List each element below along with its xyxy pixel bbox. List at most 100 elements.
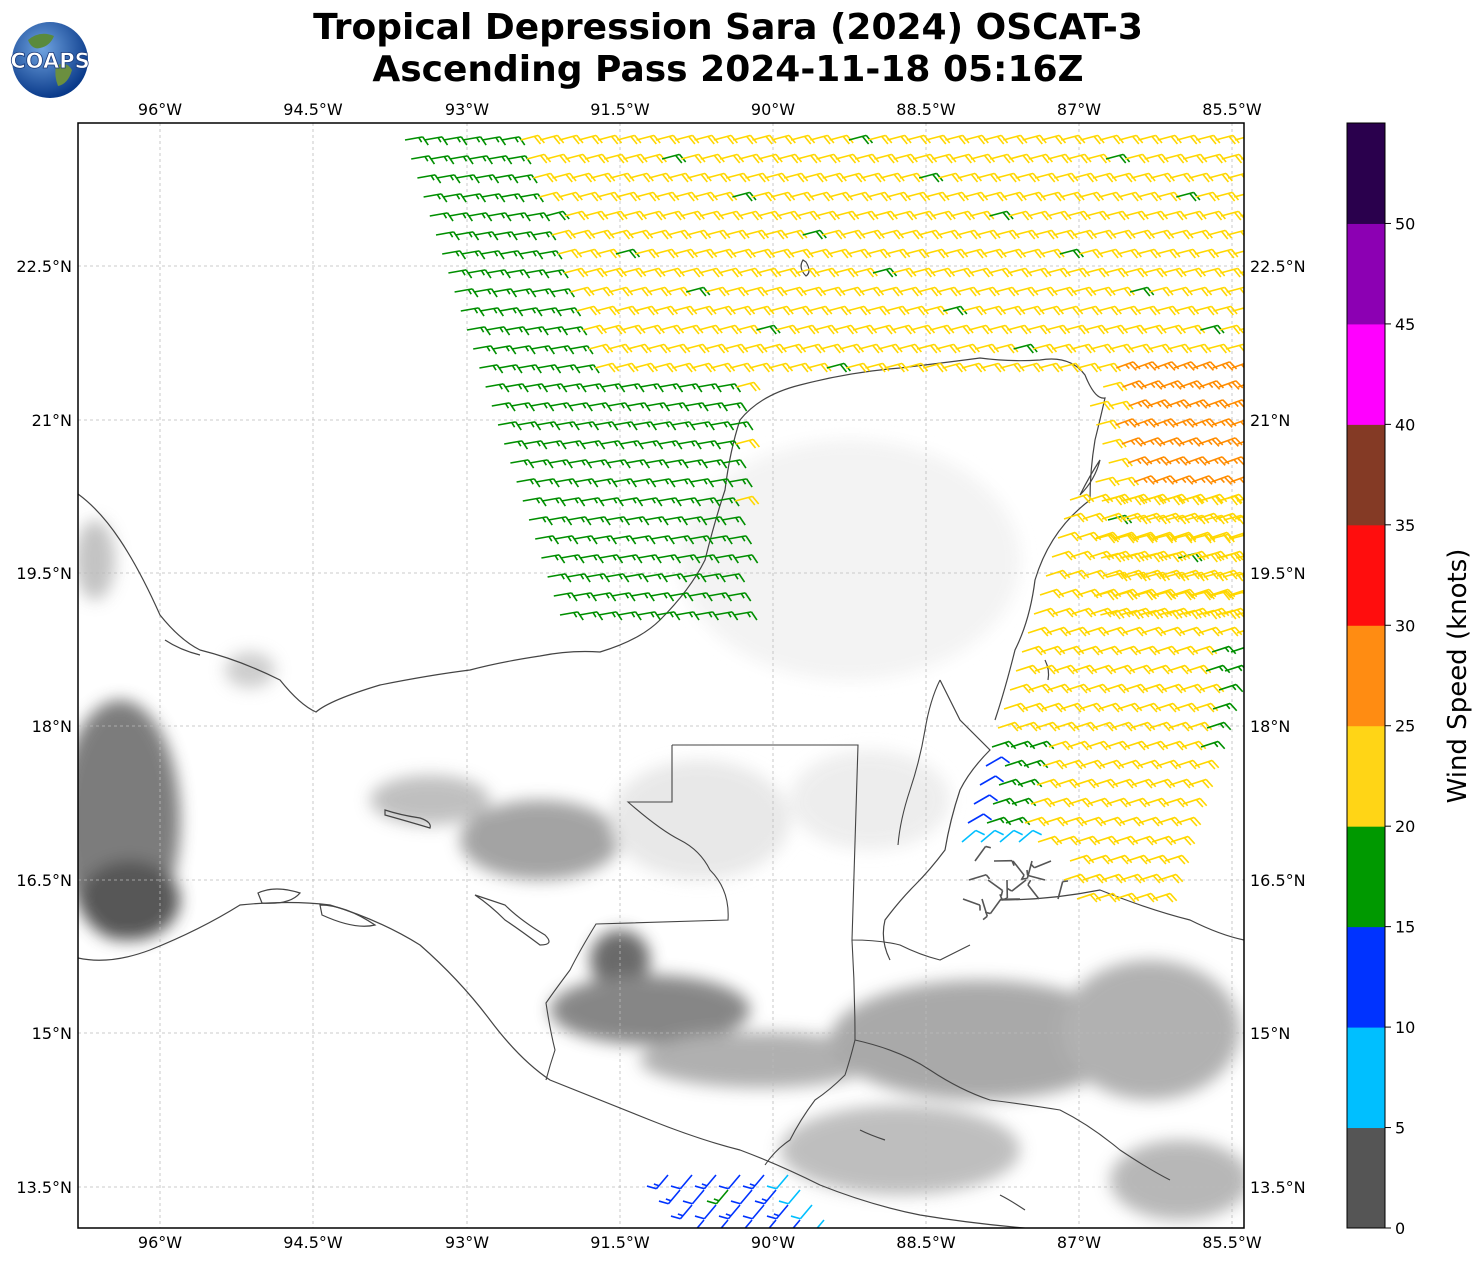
wind-barb	[1225, 343, 1244, 354]
wind-barb	[1155, 702, 1181, 713]
wind-barb	[1176, 816, 1202, 827]
wind-barb	[1232, 305, 1244, 312]
lon-label-top: 87°W	[1057, 100, 1101, 119]
wind-barb	[479, 364, 504, 374]
wind-barb	[530, 402, 555, 412]
wind-barb	[1113, 835, 1139, 846]
wind-barb	[1139, 873, 1165, 884]
wind-barb	[723, 402, 748, 412]
wind-barb	[1193, 361, 1218, 371]
wind-barb	[1158, 512, 1184, 523]
wind-barb	[448, 212, 473, 222]
wind-barb	[694, 611, 719, 621]
wind-barb	[497, 421, 522, 431]
wind-barb	[507, 155, 532, 165]
colorbar-tick-label: 0	[1395, 1219, 1405, 1238]
wind-barb	[714, 554, 739, 564]
wind-barb	[670, 1174, 693, 1190]
wind-barb	[1136, 702, 1162, 713]
wind-barb	[739, 1219, 753, 1228]
wind-barb	[677, 497, 702, 507]
wind-barb	[528, 516, 553, 526]
wind-barb	[1205, 664, 1231, 674]
wind-barb	[997, 721, 1023, 732]
wind-barb	[454, 288, 479, 298]
wind-barb	[1010, 740, 1036, 750]
wind-barb	[567, 516, 592, 526]
wind-barb	[1242, 607, 1244, 615]
wind-barb	[611, 592, 636, 602]
wind-barb	[1034, 664, 1060, 675]
wind-barb	[1030, 797, 1056, 808]
wind-barb	[1120, 873, 1146, 884]
wind-barb	[1170, 835, 1196, 846]
wind-barb	[504, 383, 529, 393]
wind-barb	[550, 345, 575, 355]
wind-barb	[1180, 683, 1206, 694]
wind-barb	[1166, 607, 1192, 618]
wind-barb	[1109, 607, 1135, 618]
wind-barb	[443, 136, 468, 146]
wind-barb	[754, 1189, 777, 1205]
wind-barb	[717, 383, 742, 393]
colorbar-segment	[1347, 725, 1385, 827]
wind-barb	[763, 1219, 777, 1228]
wind-barb	[766, 1174, 789, 1190]
wind-barb	[548, 516, 573, 526]
wind-barb	[506, 212, 531, 222]
wind-barb	[474, 231, 499, 241]
country-borders	[545, 679, 1171, 1181]
wind-barb	[1211, 645, 1237, 655]
wind-barb	[587, 459, 612, 469]
latitude-labels-right: 22.5°N 21°N 19.5°N 18°N 16.5°N 15°N 13.5°N	[1250, 257, 1306, 1197]
wind-barb	[1160, 437, 1185, 447]
colorbar-tick-label: 45	[1395, 315, 1415, 334]
wind-barb	[1185, 607, 1211, 618]
wind-barb	[1175, 759, 1201, 770]
wind-barb	[511, 345, 536, 355]
wind-barb	[1218, 683, 1244, 693]
wind-barb	[690, 421, 715, 431]
wind-barb	[598, 611, 623, 621]
wind-barb	[678, 383, 703, 393]
wind-barb	[651, 478, 676, 488]
wind-barb	[734, 495, 760, 506]
wind-barb	[468, 212, 493, 222]
wind-barb	[670, 535, 695, 545]
wind-barb	[639, 383, 664, 393]
wind-barb	[675, 611, 700, 621]
wind-barb	[703, 459, 728, 469]
wind-barb	[517, 421, 542, 431]
lon-label-bottom: 90°W	[751, 1233, 795, 1252]
wind-barb	[557, 307, 582, 317]
wind-barb	[467, 269, 492, 279]
wind-barb	[1233, 248, 1244, 255]
wind-barb	[710, 421, 735, 431]
colorbar-tick-label: 35	[1395, 516, 1415, 535]
wind-barb	[543, 383, 568, 393]
lat-label-right: 15°N	[1250, 1024, 1290, 1043]
wind-barb	[985, 756, 1011, 767]
wind-barb	[1179, 626, 1205, 637]
wind-barb	[1210, 588, 1236, 599]
wind-barb	[1021, 645, 1047, 656]
wind-barb	[1185, 456, 1211, 466]
wind-barb	[1120, 512, 1146, 523]
lat-label-left: 16.5°N	[16, 871, 72, 890]
wind-barb	[742, 1174, 765, 1190]
wind-barb	[1105, 740, 1131, 751]
wind-barb	[1121, 437, 1147, 447]
wind-barb	[449, 155, 474, 165]
wind-barb	[968, 873, 991, 881]
wind-barb	[1154, 645, 1180, 656]
wind-barb	[1045, 569, 1071, 580]
wind-barb	[529, 459, 554, 469]
wind-barb	[1181, 740, 1207, 751]
wind-barb	[536, 421, 561, 431]
wind-barb	[729, 421, 754, 431]
wind-barb	[1057, 880, 1069, 900]
wind-barb	[575, 364, 600, 374]
wind-barb	[637, 611, 662, 621]
wind-barb	[974, 845, 991, 862]
wind-barb	[1145, 854, 1171, 865]
